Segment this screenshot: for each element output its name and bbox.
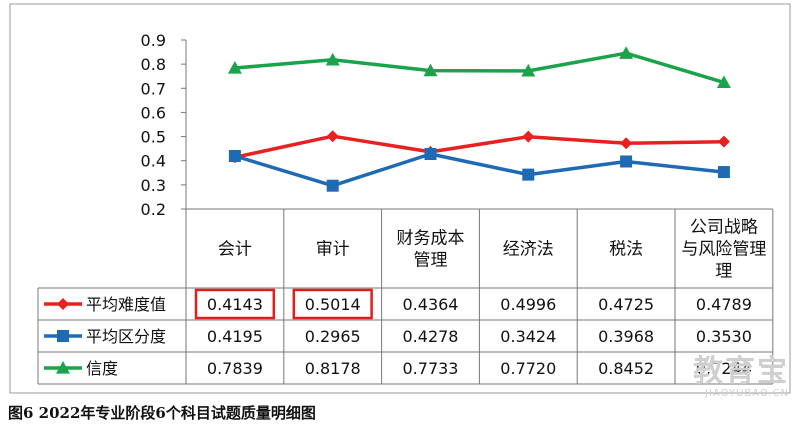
category-label: 审计 [316,240,350,260]
category-label: 理 [715,262,732,282]
figure-caption: 图6 2022年专业阶段6个科目试题质量明细图 [8,404,316,422]
y-tick-label: 0.9 [141,31,166,50]
data-table-value: 0.5014 [305,295,361,314]
data-table-value: 0.8178 [305,359,361,378]
data-table-value: 0.4143 [207,295,263,314]
y-tick-label: 0.6 [141,103,166,122]
category-label: 公司战略 [690,218,758,238]
series-line [234,51,725,85]
data-table-value: 0.4725 [598,295,654,314]
highlight-box [292,288,373,320]
data-point [522,168,535,181]
y-tick-label: 0.3 [141,176,166,195]
y-tick-label: 0.7 [141,79,166,98]
data-table-value: 0.2965 [305,327,361,346]
y-tick-label: 0.4 [141,152,166,171]
watermark-sub: JIAOYUBAO.CN [705,388,789,399]
data-point [717,166,730,179]
y-tick-label: 0.8 [141,55,166,74]
data-point [717,135,730,148]
highlight-box [194,288,276,320]
category-label: 经济法 [503,240,554,260]
data-point [620,155,633,168]
legend-marker [57,330,69,342]
data-table-value: 0.7733 [403,359,459,378]
series-line [234,134,724,160]
legend-label: 平均区分度 [86,327,166,346]
data-point [326,130,339,143]
data-point [326,179,339,192]
category-label: 会计 [218,240,252,260]
data-table-value: 0.7244 [696,359,752,378]
data-table-value: 0.7720 [500,359,556,378]
data-point [325,52,340,66]
legend-marker [56,361,70,374]
data-point [228,150,241,163]
data-table-value: 0.4996 [500,295,556,314]
data-table-value: 0.3424 [500,327,556,346]
data-point [423,63,438,77]
data-point [424,148,437,161]
data-table-value: 0.4789 [696,295,752,314]
data-table-value: 0.7839 [207,359,263,378]
legend-label: 信度 [86,359,118,378]
series-line [234,152,725,188]
data-point [521,63,536,77]
data-point [620,137,633,150]
data-table-value: 0.4278 [403,327,459,346]
data-table-value: 0.4195 [207,327,263,346]
chart-frame [9,3,791,394]
data-point [619,46,634,59]
data-table-value: 0.3530 [696,327,752,346]
category-label: 与风险管理 [681,240,766,260]
data-point [227,61,242,74]
legend-marker [57,298,69,310]
data-point [522,130,535,143]
data-point [716,75,731,88]
y-tick-label: 0.5 [141,128,166,147]
category-label: 管理 [414,251,448,271]
watermark-main: 教育宝 [693,354,789,389]
category-label: 财务成本 [397,229,465,249]
data-table-value: 0.4364 [403,295,459,314]
data-table-value: 0.3968 [598,327,654,346]
y-tick-label: 0.2 [141,200,166,219]
category-label: 税法 [609,240,643,260]
data-table-value: 0.8452 [598,359,654,378]
legend-label: 平均难度值 [86,295,166,314]
watermark: 教育宝 JIAOYUBAO.CN [693,354,789,400]
